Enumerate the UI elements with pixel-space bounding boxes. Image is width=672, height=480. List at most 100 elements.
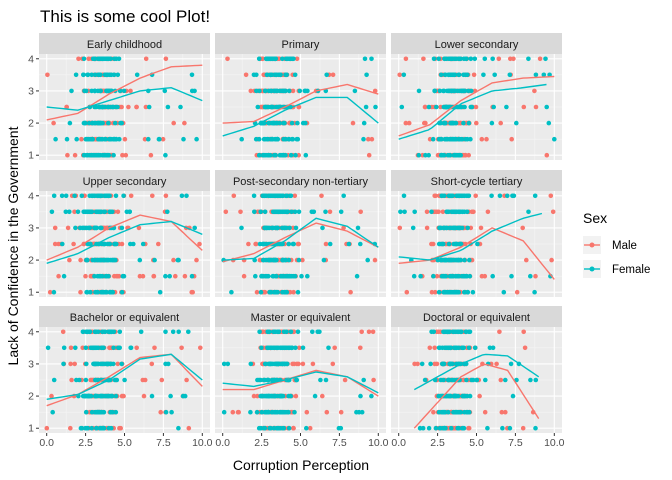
data-point-female [432, 88, 438, 94]
data-point-female [261, 193, 267, 199]
data-point-female [365, 257, 371, 263]
data-point-female [291, 273, 296, 279]
data-point-female [273, 193, 278, 199]
data-point-male [366, 329, 372, 335]
data-point-female [258, 209, 264, 215]
data-point-female [482, 56, 488, 62]
data-point-female [67, 120, 73, 126]
x-tick-label: 0.0 [39, 437, 54, 449]
data-point-female [157, 289, 163, 295]
data-point-female [464, 209, 470, 215]
data-point-male [297, 345, 302, 351]
data-point-female [86, 120, 92, 126]
data-point-female [292, 72, 298, 78]
data-point-female [286, 88, 292, 94]
data-point-female [93, 393, 98, 399]
data-point-female [309, 209, 315, 215]
data-point-female [268, 289, 274, 295]
data-point-male [251, 393, 257, 399]
data-point-female [79, 193, 85, 199]
data-point-female [105, 56, 110, 62]
data-point-female [508, 361, 514, 367]
data-point-male [293, 393, 299, 399]
data-point-male [415, 361, 420, 367]
data-point-female [436, 289, 442, 295]
data-point-male [300, 361, 306, 367]
data-point-male [136, 225, 142, 231]
data-point-female [264, 72, 270, 78]
data-point-female [251, 193, 257, 199]
data-point-female [61, 273, 67, 279]
data-point-female [73, 72, 79, 78]
data-point-female [80, 393, 86, 399]
data-point-male [235, 409, 241, 415]
data-point-female [442, 72, 448, 78]
data-point-female [248, 361, 254, 367]
data-point-male [366, 152, 372, 158]
data-point-female [450, 120, 455, 126]
data-point-female [111, 329, 117, 335]
data-point-female [338, 209, 344, 215]
data-point-female [286, 257, 292, 263]
data-point-female [122, 377, 127, 383]
data-point-female [83, 377, 89, 383]
data-point-female [281, 120, 286, 126]
x-tick-label: 5.0 [117, 437, 132, 449]
data-point-female [252, 209, 257, 215]
data-point-female [96, 345, 101, 351]
data-point-female [361, 120, 367, 126]
data-point-female [106, 152, 112, 158]
data-point-female [444, 56, 449, 62]
facet-panel: Post-secondary non-tertiary [215, 170, 386, 297]
data-point-female [286, 393, 291, 399]
data-point-female [152, 257, 157, 263]
x-tick-label: 0.0 [391, 437, 406, 449]
data-point-female [447, 152, 453, 158]
data-point-female [271, 257, 276, 263]
data-point-female [283, 273, 289, 279]
data-point-female [84, 361, 89, 367]
data-point-male [304, 409, 310, 415]
data-point-male [44, 425, 50, 431]
data-point-female [258, 377, 263, 383]
data-point-female [436, 56, 442, 62]
data-point-female [444, 104, 450, 110]
data-point-female [448, 225, 453, 231]
data-point-male [64, 104, 69, 110]
data-point-female [111, 345, 116, 351]
data-point-male [511, 56, 516, 62]
data-point-female [468, 56, 474, 62]
data-point-female [501, 289, 507, 295]
y-tick-label: 1 [28, 287, 34, 299]
data-point-female [146, 136, 151, 142]
data-point-female [439, 193, 445, 199]
data-point-female [437, 88, 443, 94]
data-point-female [441, 88, 446, 94]
data-point-female [418, 273, 423, 279]
data-point-male [107, 345, 112, 351]
data-point-male [291, 289, 296, 295]
data-point-male [432, 193, 438, 199]
data-point-female [399, 104, 405, 110]
data-point-female [85, 241, 91, 247]
facet-strip [391, 33, 562, 54]
data-point-female [286, 409, 291, 415]
legend: Sex Male Female [583, 210, 650, 278]
data-point-female [67, 209, 72, 215]
data-point-male [45, 72, 50, 78]
data-point-female [456, 425, 461, 431]
data-point-male [112, 273, 117, 279]
data-point-male [342, 377, 348, 383]
data-point-female [439, 136, 444, 142]
data-point-male [49, 393, 54, 399]
data-point-male [122, 136, 128, 142]
smooth-line-male [46, 214, 203, 261]
data-point-female [278, 72, 283, 78]
data-point-male [432, 345, 438, 351]
data-point-female [51, 193, 57, 199]
data-point-female [437, 425, 443, 431]
data-point-male [359, 329, 365, 335]
data-point-female [533, 377, 539, 383]
data-point-male [440, 209, 446, 215]
